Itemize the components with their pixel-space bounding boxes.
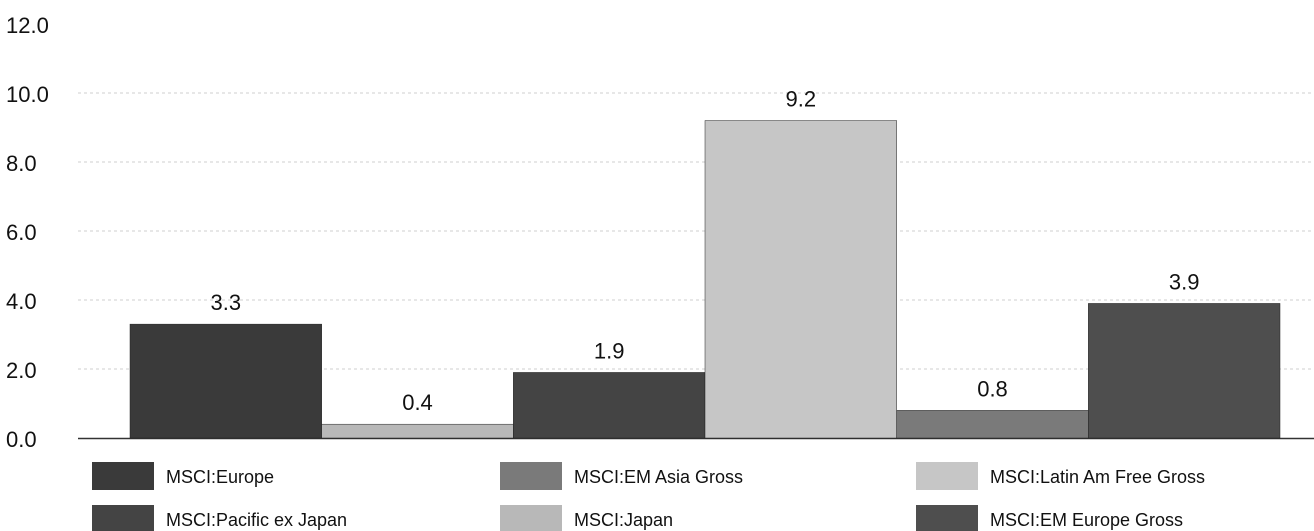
y-tick-label: 8.0 <box>6 151 37 176</box>
bar-value-label: 0.4 <box>402 390 433 415</box>
bar <box>321 423 514 439</box>
legend-swatch <box>92 505 154 531</box>
y-tick-label: 6.0 <box>6 220 37 245</box>
bars <box>129 120 1281 439</box>
legend-item: MSCI:Europe <box>92 462 274 490</box>
legend-label: MSCI:Pacific ex Japan <box>166 510 347 530</box>
bar <box>896 410 1089 439</box>
legend-swatch <box>916 462 978 490</box>
bar <box>1088 303 1281 439</box>
legend-label: MSCI:EM Asia Gross <box>574 467 743 487</box>
legend-swatch <box>500 505 562 531</box>
legend-item: MSCI:Japan <box>500 505 673 531</box>
legend-item: MSCI:EM Europe Gross <box>916 505 1183 531</box>
bar-value-label: 3.3 <box>211 290 242 315</box>
legend-item: MSCI:EM Asia Gross <box>500 462 743 490</box>
data-labels: 3.3 0.4 1.9 9.2 0.8 3.9 <box>211 87 1200 416</box>
bar-value-label: 1.9 <box>594 338 625 363</box>
legend-label: MSCI:Latin Am Free Gross <box>990 467 1205 487</box>
bar <box>704 120 897 439</box>
bar <box>129 323 322 439</box>
y-tick-label: 12.0 <box>6 13 49 38</box>
legend-label: MSCI:Japan <box>574 510 673 530</box>
legend-label: MSCI:EM Europe Gross <box>990 510 1183 530</box>
legend-swatch <box>92 462 154 490</box>
bar-value-label: 0.8 <box>977 376 1008 401</box>
y-tick-label: 2.0 <box>6 358 37 383</box>
bar-value-label: 3.9 <box>1169 269 1200 294</box>
y-tick-label: 0.0 <box>6 427 37 452</box>
legend: MSCI:Europe MSCI:Pacific ex Japan MSCI:EM … <box>92 462 1205 531</box>
legend-item: MSCI:Latin Am Free Gross <box>916 462 1205 490</box>
legend-label: MSCI:Europe <box>166 467 274 487</box>
y-tick-label: 10.0 <box>6 82 49 107</box>
legend-item: MSCI:Pacific ex Japan <box>92 505 347 531</box>
bar <box>513 372 706 439</box>
legend-swatch <box>916 505 978 531</box>
legend-swatch <box>500 462 562 490</box>
y-axis: 0.0 2.0 4.0 6.0 8.0 10.0 12.0 <box>6 13 1314 452</box>
bar-value-label: 9.2 <box>786 87 817 112</box>
y-tick-label: 4.0 <box>6 289 37 314</box>
